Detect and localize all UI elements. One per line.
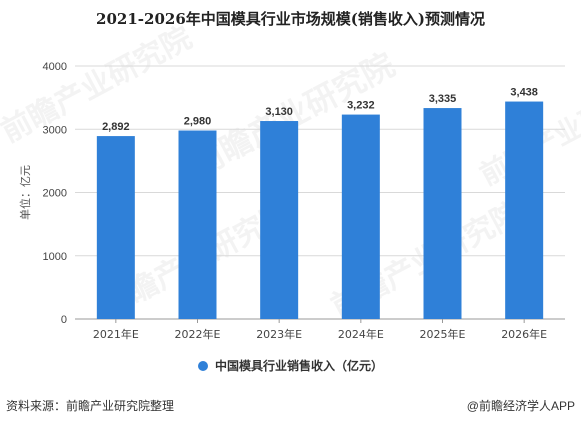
data-label: 2,892 (102, 121, 130, 133)
y-tick-label: 0 (61, 314, 67, 326)
bar (260, 121, 299, 319)
x-tick-label: 2023年E (256, 327, 302, 341)
legend-marker (198, 361, 208, 371)
bar (505, 101, 544, 319)
y-tick-label: 3000 (43, 124, 67, 136)
data-label: 3,438 (510, 87, 538, 99)
data-label: 3,232 (347, 100, 375, 112)
y-tick-label: 4000 (43, 61, 67, 73)
x-tick-label: 2024年E (338, 327, 384, 341)
chart-title: 2021-2026年中国模具行业市场规模(销售收入)预测情况 (96, 10, 485, 28)
y-tick-label: 2000 (43, 188, 67, 200)
bar (96, 136, 135, 319)
bar (423, 108, 462, 319)
legend-label: 中国模具行业销售收入（亿元） (215, 358, 383, 373)
x-tick-label: 2022年E (175, 327, 221, 341)
data-label: 3,130 (265, 106, 293, 118)
bar (178, 130, 217, 319)
y-tick-label: 1000 (43, 251, 67, 263)
x-tick-label: 2021年E (93, 327, 139, 341)
credit-note: @前瞻经济学人APP (466, 399, 575, 413)
x-tick-label: 2026年E (501, 327, 547, 341)
data-label: 3,335 (429, 93, 457, 105)
data-label: 2,980 (184, 116, 212, 128)
y-axis-label: 单位：亿元 (18, 165, 32, 220)
x-tick-label: 2025年E (420, 327, 466, 341)
bar (341, 114, 380, 320)
source-note: 资料来源：前瞻产业研究院整理 (6, 399, 175, 413)
